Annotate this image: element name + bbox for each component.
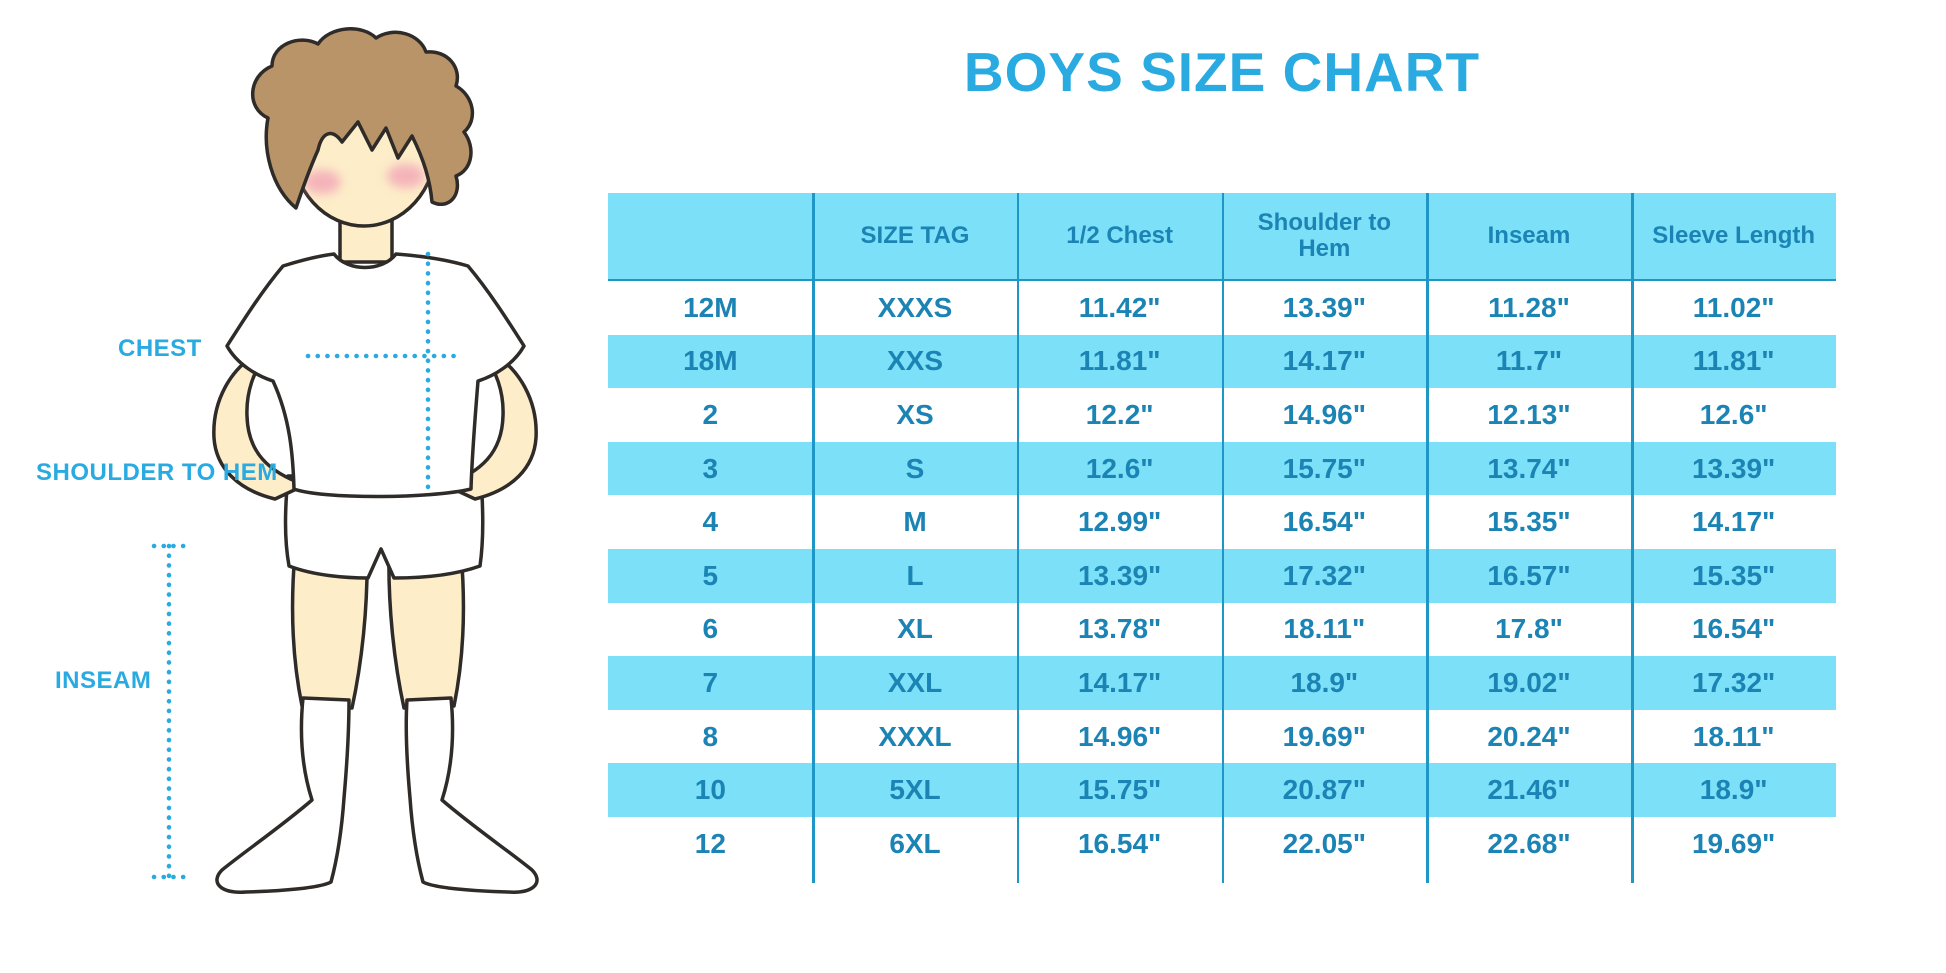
table-row: 2 XS 12.2" 14.96" 12.13" 12.6" — [608, 388, 1836, 442]
boy-right-sock — [404, 696, 539, 894]
table-row: 6 XL 13.78" 18.11" 17.8" 16.54" — [608, 603, 1836, 657]
header-cell-inseam: Inseam — [1487, 222, 1571, 250]
value-cell: 13.74" — [1487, 452, 1571, 484]
value-cell: 18.11" — [1283, 613, 1366, 645]
value-cell: 16.54" — [1691, 613, 1776, 645]
page-title: BOYS SIZE CHART — [963, 41, 1481, 103]
value-cell: 12.99" — [1077, 506, 1162, 538]
boy-left-sock — [215, 696, 351, 894]
value-cell: XXS — [886, 345, 943, 377]
chest-label: CHEST — [118, 335, 202, 362]
header-cell-half-chest: 1/2 Chest — [1066, 222, 1174, 250]
boy-left-thigh — [290, 550, 369, 710]
column-separator — [1631, 193, 1634, 883]
value-cell: 11.7" — [1495, 345, 1563, 377]
column-separator — [1016, 193, 1020, 883]
header-cell-sleeve-length: Sleeve Length — [1652, 222, 1816, 250]
header-cell-shoulder-hem: Shoulder to Hem — [1257, 209, 1391, 262]
value-cell: 11.28" — [1488, 291, 1570, 323]
boy-hair — [251, 27, 475, 210]
size-cell: 6 — [702, 613, 719, 645]
value-cell: 13.39" — [1691, 452, 1776, 484]
value-cell: 13.78" — [1077, 613, 1162, 645]
value-cell: 21.46" — [1487, 774, 1571, 806]
size-cell: 18M — [683, 345, 738, 377]
size-cell: 5 — [702, 559, 719, 591]
value-cell: 19.69" — [1282, 720, 1366, 752]
value-cell: XXL — [887, 666, 943, 698]
table-row: 4 M 12.99" 16.54" 15.35" 14.17" — [608, 495, 1836, 549]
value-cell: 20.24" — [1487, 720, 1571, 752]
header-cell-size-tag: SIZE TAG — [860, 222, 970, 250]
boy-blush-right — [387, 164, 425, 188]
size-cell: 7 — [702, 666, 719, 698]
value-cell: 18.9" — [1290, 666, 1359, 698]
size-cell: 10 — [694, 774, 726, 806]
column-separator — [1221, 193, 1225, 883]
value-cell: 13.39" — [1077, 559, 1162, 591]
value-cell: 12.6" — [1085, 452, 1154, 484]
size-cell: 3 — [702, 452, 719, 484]
value-cell: 11.81" — [1692, 345, 1775, 377]
value-cell: 14.17" — [1077, 666, 1162, 698]
inseam-label: INSEAM — [55, 667, 152, 694]
value-cell: 18.11" — [1692, 720, 1775, 752]
value-cell: 18.9" — [1699, 774, 1768, 806]
value-cell: 14.96" — [1077, 720, 1162, 752]
boy-shorts — [283, 474, 485, 580]
value-cell: 17.32" — [1691, 666, 1776, 698]
column-separator — [1426, 193, 1429, 883]
value-cell: 16.54" — [1077, 827, 1162, 859]
value-cell: 16.57" — [1487, 559, 1571, 591]
size-cell: 2 — [702, 398, 719, 430]
table-row: 12 6XL 16.54" 22.05" 22.68" 19.69" — [608, 817, 1836, 871]
boy-left-arm — [212, 350, 307, 501]
value-cell: XL — [897, 613, 933, 645]
value-cell: 14.17" — [1282, 345, 1366, 377]
value-cell: 15.75" — [1282, 452, 1366, 484]
value-cell: 16.54" — [1282, 506, 1366, 538]
value-cell: XXXS — [877, 291, 953, 323]
value-cell: XXXL — [878, 720, 952, 752]
value-cell: M — [903, 506, 927, 538]
value-cell: 19.69" — [1691, 827, 1776, 859]
boy-tshirt — [225, 252, 526, 499]
value-cell: 13.39" — [1282, 291, 1366, 323]
value-cell: 14.96" — [1282, 398, 1366, 430]
value-cell: 15.75" — [1077, 774, 1162, 806]
table-row: 8 XXXL 14.96" 19.69" 20.24" 18.11" — [608, 710, 1836, 764]
boy-blush-left — [303, 170, 341, 194]
value-cell: XS — [896, 398, 934, 430]
size-cell: 12M — [683, 291, 738, 323]
shoulder-to-hem-label: SHOULDER TO HEM — [36, 459, 278, 486]
value-cell: 19.02" — [1487, 666, 1571, 698]
value-cell: 11.02" — [1692, 291, 1775, 323]
size-cell: 8 — [702, 720, 719, 752]
value-cell: 12.2" — [1085, 398, 1154, 430]
boy-illustration — [151, 27, 539, 894]
value-cell: 6XL — [889, 827, 941, 859]
value-cell: 22.68" — [1487, 827, 1571, 859]
value-cell: 12.6" — [1699, 398, 1768, 430]
value-cell: L — [906, 559, 924, 591]
size-table: SIZE TAG 1/2 Chest Shoulder to Hem Insea… — [608, 193, 1836, 883]
value-cell: 17.32" — [1282, 559, 1366, 591]
value-cell: 20.87" — [1282, 774, 1366, 806]
boy-right-thigh — [387, 550, 466, 710]
value-cell: 14.17" — [1691, 506, 1776, 538]
value-cell: 15.35" — [1691, 559, 1776, 591]
value-cell: 15.35" — [1487, 506, 1571, 538]
value-cell: 5XL — [889, 774, 941, 806]
size-cell: 4 — [702, 506, 719, 538]
value-cell: 11.81" — [1078, 345, 1161, 377]
column-separator — [812, 193, 815, 883]
value-cell: 12.13" — [1487, 398, 1571, 430]
value-cell: S — [905, 452, 925, 484]
table-row: 12M XXXS 11.42" 13.39" 11.28" 11.02" — [608, 281, 1836, 335]
value-cell: 22.05" — [1282, 827, 1366, 859]
value-cell: 17.8" — [1495, 613, 1563, 645]
value-cell: 11.42" — [1078, 291, 1161, 323]
size-cell: 12 — [694, 827, 726, 859]
